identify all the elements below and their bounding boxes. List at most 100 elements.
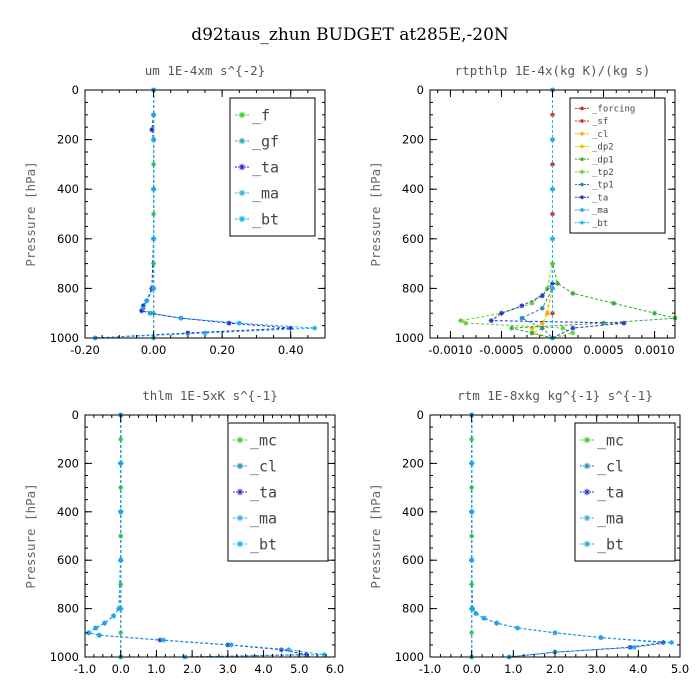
data-point: [312, 325, 318, 331]
y-tick-label: 400: [57, 182, 79, 196]
data-point: [550, 137, 555, 143]
x-tick-label: 0.0010: [634, 343, 674, 357]
y-tick-label: 1000: [395, 331, 424, 345]
x-tick-label: 0.0: [463, 662, 481, 676]
y-tick-label: 1000: [50, 331, 79, 345]
data-point: [151, 186, 157, 192]
data-point: [157, 637, 163, 643]
legend-box: [574, 422, 676, 562]
series-line-tp1: [520, 90, 553, 339]
legend-label: _mc: [250, 431, 277, 449]
y-tick-label: 1000: [50, 650, 79, 664]
legend-label: _ma: [252, 184, 279, 202]
y-tick-label: 800: [57, 602, 79, 616]
legend-label: _ma: [597, 509, 624, 527]
y-tick-label: 400: [402, 505, 424, 519]
legend-marker: [580, 169, 584, 174]
data-point: [86, 630, 92, 636]
data-point: [118, 460, 124, 466]
data-point: [488, 318, 494, 324]
data-point: [552, 630, 558, 636]
data-point: [469, 509, 475, 515]
y-tick-label: 200: [57, 133, 79, 147]
x-tick-label: 4.0: [629, 662, 647, 676]
x-tick-label: 5.0: [290, 662, 308, 676]
y-tick-label: 200: [402, 456, 424, 470]
x-tick-label: 0.0005: [583, 343, 623, 357]
legend-label: _f: [252, 106, 270, 124]
y-tick-label: 600: [57, 553, 79, 567]
x-tick-label: 5.0: [671, 662, 689, 676]
data-point: [202, 330, 208, 336]
legend-marker: [238, 189, 246, 197]
y-tick-label: 800: [402, 602, 424, 616]
legend-marker: [580, 144, 584, 149]
legend-label: _dp2: [592, 143, 614, 153]
data-point: [149, 127, 155, 133]
y-tick-label: 400: [57, 505, 79, 519]
legend-label: _ta: [597, 483, 624, 501]
legend-marker: [236, 436, 244, 444]
x-tick-label: -0.20: [70, 343, 100, 357]
y-tick-label: 200: [57, 456, 79, 470]
y-tick-label: 800: [402, 281, 424, 295]
series-line-tp2: [459, 90, 575, 339]
x-tick-label: 4.0: [254, 662, 272, 676]
x-tick-label: 0.0: [112, 662, 130, 676]
y-tick-label: 1000: [395, 650, 424, 664]
x-tick-label: 0.0000: [532, 343, 572, 357]
data-point: [660, 639, 666, 645]
data-point: [601, 320, 607, 326]
data-point: [321, 652, 327, 658]
series-line-ta: [95, 90, 291, 339]
data-point: [515, 625, 520, 631]
legend-label: _ma: [592, 206, 608, 216]
data-point: [161, 637, 167, 643]
legend-marker: [583, 514, 591, 522]
legend-label: _sf: [592, 117, 608, 127]
legend: _f _gf _ta _ma _bt: [229, 97, 316, 237]
data-point: [96, 632, 102, 638]
data-point: [102, 620, 108, 626]
legend-marker: [236, 488, 244, 496]
legend-label: _bt: [592, 219, 608, 229]
data-point: [550, 285, 555, 291]
data-point: [509, 325, 515, 331]
data-point: [458, 318, 464, 324]
data-point: [226, 320, 232, 326]
legend-box: [227, 422, 329, 562]
legend-marker: [580, 131, 584, 136]
y-tick-label: 0: [417, 83, 424, 97]
data-point: [539, 293, 545, 299]
x-tick-label: 3.0: [588, 662, 606, 676]
data-point: [151, 211, 157, 217]
x-tick-label: -0.0005: [479, 343, 523, 357]
data-point: [278, 647, 284, 653]
data-point: [550, 310, 555, 316]
legend-marker: [236, 462, 244, 470]
legend-marker: [583, 488, 591, 496]
series-line-bt: [95, 90, 315, 339]
y-tick-label: 400: [402, 182, 424, 196]
panel-3: thlm 1E-5xK s^{-1} Pressure [hPa] -1.0 0.0 1…: [23, 388, 344, 676]
data-point: [539, 325, 545, 331]
data-point: [118, 557, 124, 563]
data-point: [570, 290, 576, 296]
legend-label: _ta: [252, 158, 279, 176]
data-point: [147, 310, 153, 316]
data-point: [498, 310, 504, 316]
x-tick-label: 3.0: [219, 662, 237, 676]
data-point: [611, 300, 617, 306]
data-point: [519, 315, 525, 321]
data-point: [555, 280, 561, 286]
legend-label: _cl: [592, 130, 608, 140]
y-axis-label: Pressure [hPa]: [23, 483, 38, 588]
data-point: [560, 325, 566, 331]
y-tick-label: 0: [72, 408, 79, 422]
panel-title: um 1E-4xm s^{-2}: [145, 63, 265, 78]
legend-marker: [238, 215, 246, 223]
legend-label: _gf: [252, 132, 279, 150]
y-tick-label: 600: [57, 232, 79, 246]
y-tick-label: 800: [57, 281, 79, 295]
data-point: [151, 161, 157, 167]
